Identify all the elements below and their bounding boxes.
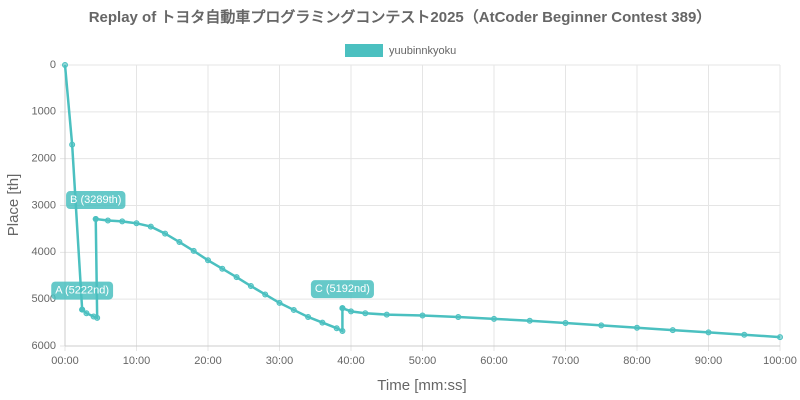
data-point <box>147 223 154 230</box>
data-point <box>348 308 354 315</box>
y-tick-label: 3000 <box>32 199 56 211</box>
data-point <box>262 291 269 298</box>
data-point <box>669 327 676 334</box>
data-point <box>339 328 346 335</box>
y-tick-label: 2000 <box>32 153 56 165</box>
data-point <box>455 313 462 320</box>
chart-title: Replay of トヨタ自動車プログラミングコンテスト2025（AtCoder… <box>89 8 712 26</box>
y-axis-label: Place [th] <box>5 174 22 237</box>
x-tick-label: 60:00 <box>480 355 508 367</box>
data-point <box>276 299 283 306</box>
y-tick-label: 5000 <box>32 293 56 305</box>
annotation-box <box>51 281 114 300</box>
legend-swatch <box>345 44 383 57</box>
data-point <box>526 317 533 324</box>
y-tick-label: 0 <box>50 59 56 71</box>
annotation: A (5222nd) <box>51 281 114 300</box>
data-point <box>205 257 211 264</box>
data-point <box>598 322 605 329</box>
data-point <box>333 325 340 332</box>
data-point <box>62 62 68 68</box>
annotation-label: C (5192nd) <box>315 283 370 295</box>
annotation-label: B (3289th) <box>70 194 121 206</box>
x-tick-label: 90:00 <box>695 355 723 367</box>
data-point <box>190 247 197 254</box>
annotation-box <box>66 191 126 210</box>
data-point <box>777 334 783 341</box>
data-point <box>634 324 640 331</box>
x-tick-label: 20:00 <box>194 355 222 367</box>
x-tick-label: 70:00 <box>552 355 580 367</box>
data-point <box>119 218 126 225</box>
annotation: C (5192nd) <box>310 280 374 299</box>
x-axis-label: Time [mm:ss] <box>377 377 466 394</box>
data-point <box>176 239 183 246</box>
data-point <box>705 329 712 336</box>
x-tick-label: 80:00 <box>623 355 651 367</box>
x-tick-label: 100:00 <box>763 355 797 367</box>
annotation-point <box>79 306 86 313</box>
data-point <box>233 274 240 281</box>
data-point <box>362 310 369 317</box>
y-tick-label: 4000 <box>32 246 56 258</box>
data-point <box>162 230 169 237</box>
annotation: B (3289th) <box>66 191 126 210</box>
annotation-label: A (5222nd) <box>55 284 109 296</box>
annotation-box <box>310 280 374 299</box>
data-point <box>741 331 748 338</box>
y-tick-label: 6000 <box>32 340 56 352</box>
data-point <box>133 220 140 227</box>
data-point <box>491 315 497 322</box>
data-point <box>319 319 326 326</box>
annotation-point <box>339 305 346 312</box>
data-point <box>104 217 111 224</box>
data-point <box>247 283 254 290</box>
series-line <box>63 64 781 339</box>
y-tick-label: 1000 <box>32 106 56 118</box>
data-point <box>305 313 312 320</box>
legend-label: yuubinnkyoku <box>389 45 456 57</box>
x-tick-label: 50:00 <box>409 355 437 367</box>
x-tick-label: 00:00 <box>51 355 79 367</box>
data-point <box>290 306 297 313</box>
x-tick-label: 30:00 <box>266 355 294 367</box>
data-point <box>219 265 226 272</box>
annotation-point <box>92 216 99 223</box>
data-point <box>383 311 390 318</box>
data-point <box>83 310 90 317</box>
data-point <box>94 314 101 321</box>
x-tick-label: 40:00 <box>337 355 365 367</box>
data-point <box>419 312 426 319</box>
x-tick-label: 10:00 <box>123 355 151 367</box>
data-point <box>69 141 76 148</box>
data-point <box>562 320 569 327</box>
